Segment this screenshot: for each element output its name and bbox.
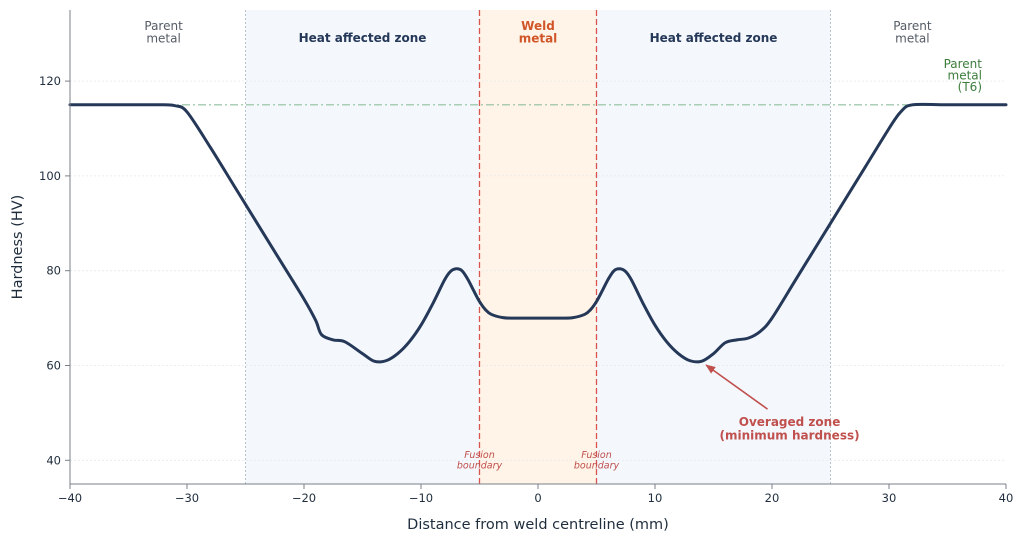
region-label-haz-right: Heat affected zone [650, 31, 778, 45]
x-tick-label: −10 [409, 491, 433, 505]
region-haz-right [596, 10, 831, 484]
x-tick-label: −30 [175, 491, 199, 505]
x-tick-label: 30 [882, 491, 897, 505]
region-label-parent-left: Parent metal [144, 19, 183, 46]
x-tick-label: 20 [765, 491, 780, 505]
hardness-series-line [68, 102, 1008, 364]
gridlines [70, 80, 1006, 461]
reference-line-label: Parent metal (T6) [944, 57, 983, 94]
y-tick-label: 100 [39, 169, 61, 183]
y-axis-title: Hardness (HV) [10, 195, 26, 300]
region-label-parent-right: Parent metal [893, 19, 932, 46]
x-tick-label: 40 [999, 491, 1014, 505]
region-parent-right [830, 10, 1006, 484]
annotation-label: Overaged zone (minimum hardness) [720, 415, 860, 443]
region-label-weld: Weld metal [519, 19, 558, 46]
region-haz-left [245, 10, 480, 484]
region-label-haz-left: Heat affected zone [299, 31, 427, 45]
labels: Parent metal Heat affected zone Weld metal He… [144, 19, 982, 472]
series-group [68, 102, 1008, 364]
axes: −40 −30 −20 −10 0 10 20 30 40 40 60 80 100 120 [39, 10, 1013, 505]
x-tick-label: −20 [292, 491, 316, 505]
region-parent-left [70, 10, 246, 484]
fusion-boundary-label: Fusion boundary [457, 450, 503, 472]
y-tick-label: 80 [46, 264, 61, 278]
y-tick-label: 120 [39, 74, 61, 88]
zone-boundaries [245, 10, 831, 484]
x-tick-label: −40 [58, 491, 82, 505]
zone-regions [70, 10, 1006, 484]
y-tick-label: 40 [46, 453, 61, 467]
annotation-arrow [705, 364, 769, 410]
fusion-boundary-label: Fusion boundary [574, 450, 620, 472]
region-weld [479, 10, 597, 484]
x-tick-label: 10 [648, 491, 663, 505]
x-tick-label: 0 [534, 491, 541, 505]
y-tick-label: 60 [46, 359, 61, 373]
x-axis-title: Distance from weld centreline (mm) [407, 517, 669, 533]
